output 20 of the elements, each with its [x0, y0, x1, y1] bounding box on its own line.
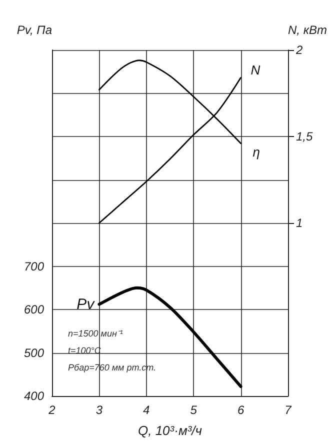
x-axis-title: Q, 10³·м³/ч — [138, 423, 202, 438]
y2-axis-title: N, кВт — [288, 23, 328, 37]
series-label: η — [252, 144, 260, 160]
series-label: Pv — [76, 296, 96, 313]
y2-tick-label: 2 — [295, 43, 303, 57]
y2-tick-label: 1,5 — [296, 130, 314, 144]
x-tick-label: 5 — [190, 403, 198, 417]
x-tick-label: 7 — [284, 403, 293, 417]
x-tick-label: 3 — [96, 403, 103, 417]
y-axis-title: Pv, Па — [16, 23, 52, 37]
y-tick-label: 600 — [24, 302, 44, 316]
y-tick-label: 700 — [24, 259, 44, 274]
annotation: n=1500 мин⁻¹ — [68, 328, 123, 338]
x-tick-label: 2 — [48, 403, 56, 417]
series-label: N — [250, 62, 261, 78]
y2-tick-label: 1 — [296, 216, 303, 230]
y-tick-label: 400 — [24, 389, 44, 403]
x-tick-label: 4 — [143, 403, 150, 417]
y-tick-label: 500 — [24, 346, 44, 360]
x-tick-label: 6 — [237, 403, 244, 417]
